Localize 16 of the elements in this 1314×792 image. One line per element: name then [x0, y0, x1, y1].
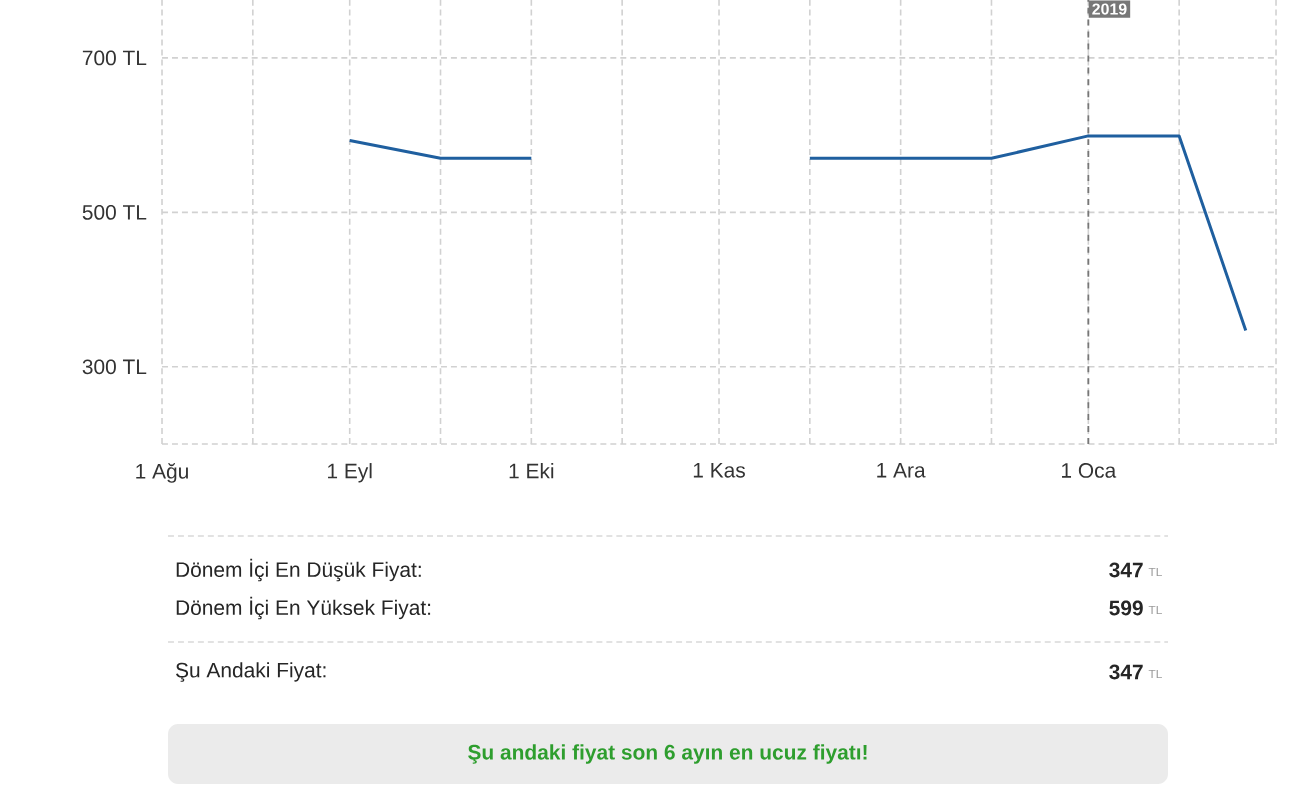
x-tick-label: 1 Ara	[877, 463, 926, 478]
text: Şu Andaki Fiyat:	[175, 662, 326, 682]
text: Dönem İçi En Yüksek Fiyat:	[176, 596, 431, 620]
x-tick-label: 1 Ağu	[136, 463, 188, 483]
x-tick-label: 1 Eki	[509, 463, 554, 479]
x-tick-label: 1 Eyl	[328, 463, 372, 483]
y-tick-label: 300 TL	[82, 359, 147, 375]
text: 347	[1109, 562, 1143, 578]
y-tick-label: 700 TL	[82, 50, 147, 66]
text: Dönem İçi En Düşük Fiyat:	[176, 558, 421, 582]
x-tick-label: 1 Kas	[693, 463, 745, 478]
x-tick-label: 1 Oca	[1062, 463, 1117, 478]
text: Şu andaki fiyat son 6 ayın en ucuz fiyatı!	[468, 744, 867, 764]
y-tick-label: 500 TL	[82, 204, 147, 220]
text: 599	[1109, 600, 1143, 616]
text: 347	[1109, 664, 1143, 680]
